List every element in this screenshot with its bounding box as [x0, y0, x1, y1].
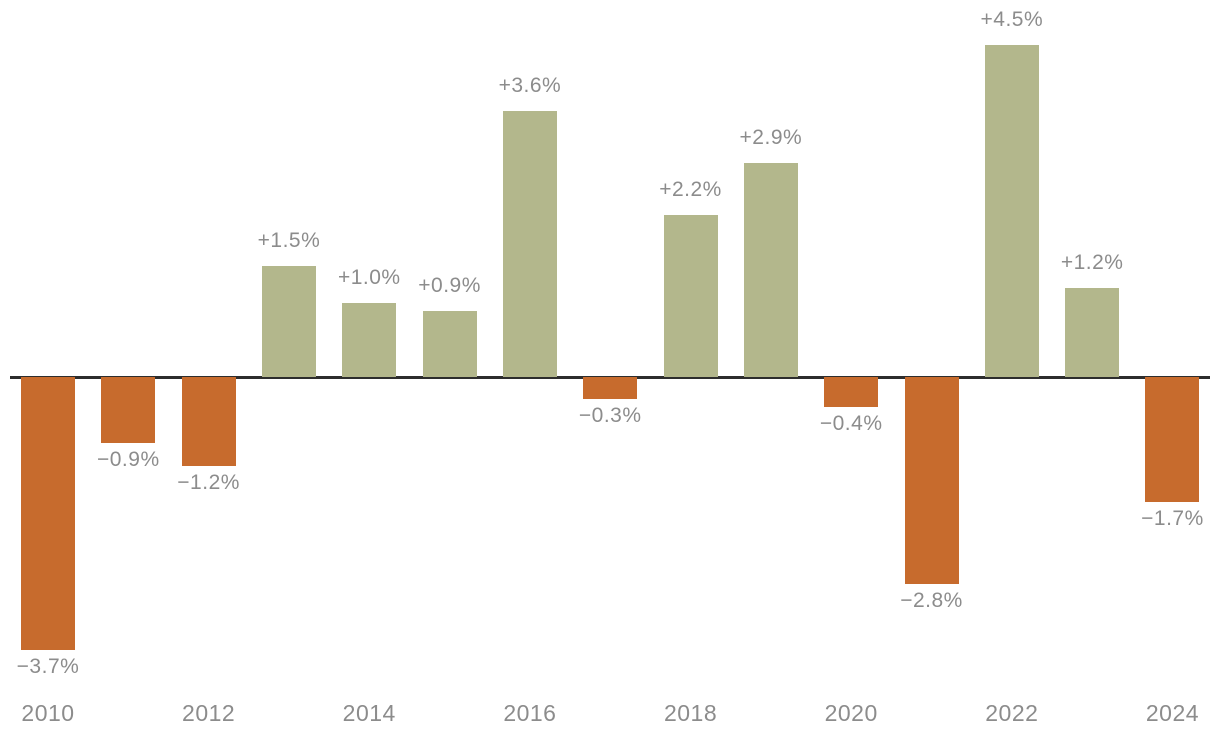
bar-2020	[824, 377, 879, 407]
bar-2012	[181, 377, 236, 466]
bar-value-label-2013: +1.5%	[257, 229, 321, 253]
bar-value-label-2019: +2.9%	[739, 125, 803, 149]
bar-2018	[663, 214, 718, 377]
bar-2016	[502, 111, 557, 377]
bar-2017	[583, 377, 638, 400]
bar-value-label-2014: +1.0%	[337, 266, 401, 290]
bar-2019	[743, 162, 798, 377]
bar-2014	[342, 303, 397, 377]
bar-2022	[984, 44, 1039, 377]
bar-value-label-2024: −1.7%	[1141, 507, 1204, 531]
bar-value-label-2022: +4.5%	[980, 7, 1044, 31]
bar-value-label-2011: −0.9%	[96, 448, 160, 472]
bar-value-label-2012: −1.2%	[177, 470, 240, 494]
bar-2023	[1065, 288, 1120, 377]
bar-value-label-2015: +0.9%	[418, 273, 481, 297]
bar-value-label-2021: −2.8%	[900, 588, 963, 612]
x-axis-label-2020: 2020	[824, 700, 878, 726]
bar-2011	[101, 377, 156, 444]
bar-value-label-2010: −3.7%	[16, 655, 80, 679]
bar-2024	[1145, 377, 1200, 503]
bar-2015	[422, 310, 477, 377]
bar-value-label-2016: +3.6%	[498, 74, 562, 98]
bar-2013	[261, 266, 316, 377]
bar-value-label-2023: +1.2%	[1060, 251, 1124, 275]
x-axis-label-2014: 2014	[342, 700, 396, 726]
x-axis-label-2012: 2012	[182, 700, 236, 726]
x-axis-label-2016: 2016	[503, 700, 557, 726]
x-axis-label-2018: 2018	[663, 700, 718, 726]
bar-2021	[904, 377, 959, 584]
bar-value-label-2020: −0.4%	[819, 411, 883, 435]
bar-value-label-2018: +2.2%	[659, 177, 722, 201]
bar-value-label-2017: −0.3%	[578, 404, 642, 428]
x-axis-label-2010: 2010	[21, 700, 75, 726]
bar-2010	[21, 377, 75, 651]
x-axis-label-2022: 2022	[985, 700, 1039, 726]
x-axis-label-2024: 2024	[1145, 700, 1200, 726]
